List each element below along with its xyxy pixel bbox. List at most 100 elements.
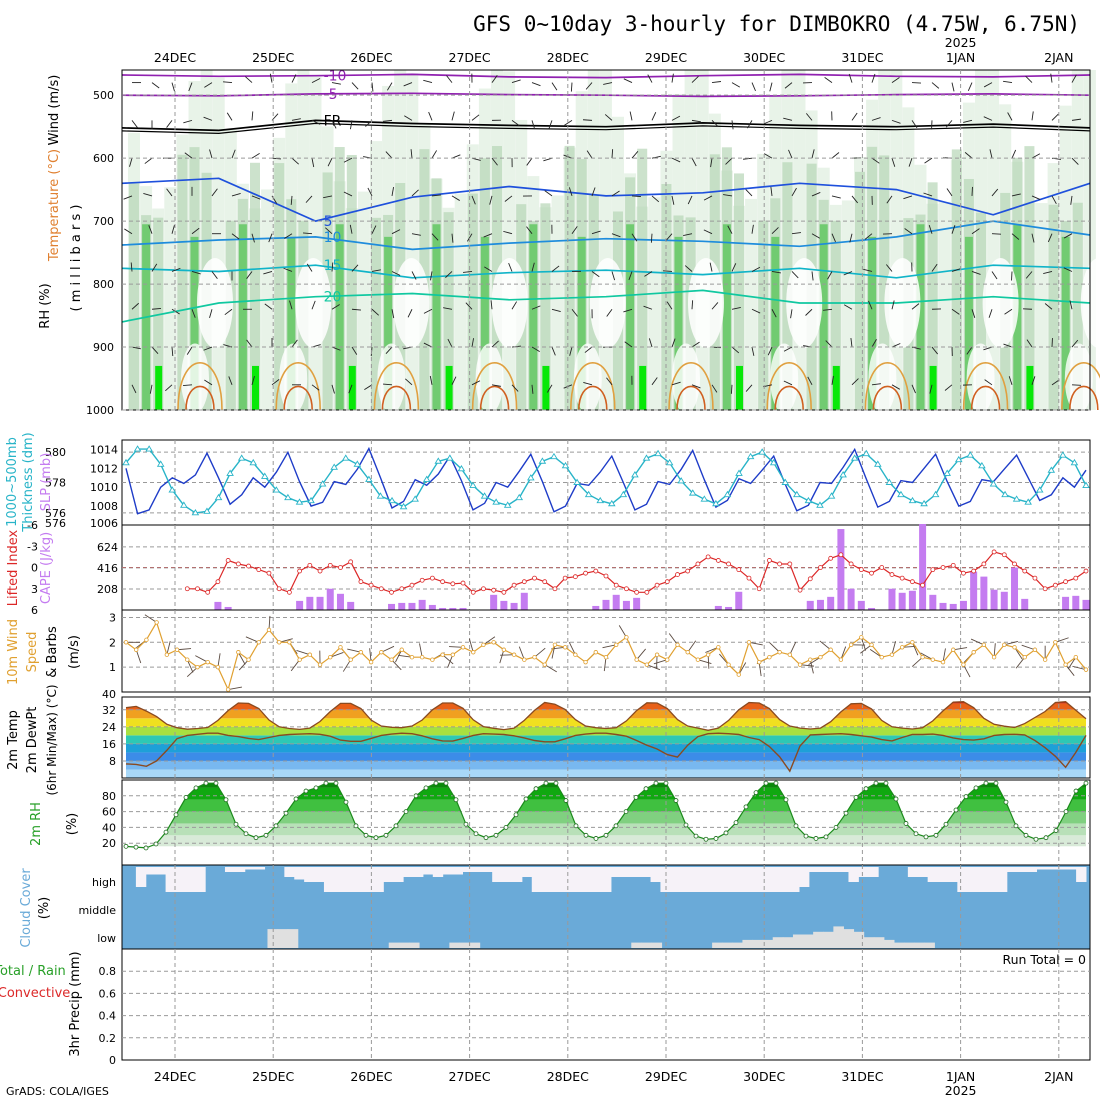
wind-barb <box>166 188 173 197</box>
rh-band <box>929 365 937 410</box>
lifted-index-point <box>603 573 609 579</box>
tick-label: 0.2 <box>99 1032 117 1045</box>
dry-pocket <box>672 343 700 414</box>
lifted-index-point <box>818 565 823 570</box>
cloud-high-gap <box>482 867 493 872</box>
wind-barb <box>311 158 315 168</box>
wind-barb <box>1071 118 1081 121</box>
wind-barb <box>131 302 139 310</box>
lifted-index-point <box>583 570 588 576</box>
thickness-point <box>492 498 500 505</box>
wind-barb <box>864 233 873 240</box>
rh-point <box>843 810 849 816</box>
thickness-point <box>469 481 477 488</box>
thickness-point <box>885 478 894 485</box>
wind-barb <box>851 112 858 121</box>
wind-barb <box>331 346 341 351</box>
cloud-high-gap <box>868 867 879 877</box>
wind-speed-point <box>256 640 261 645</box>
wind-barb <box>848 73 853 83</box>
cloud-high-gap <box>145 867 157 875</box>
wind-barb <box>1008 376 1013 385</box>
lifted-index-point <box>899 575 905 581</box>
wind-barb <box>671 381 681 386</box>
wind-barb <box>451 195 460 201</box>
thickness-point <box>654 449 662 457</box>
date-label-bottom: 2JAN <box>1044 1069 1073 1084</box>
temperature-contour-30 <box>1069 385 1099 411</box>
wind-barb <box>691 341 700 348</box>
wind-barb <box>703 229 713 235</box>
rh-point <box>803 833 809 839</box>
wind-barb <box>391 309 395 319</box>
thickness-point <box>341 454 350 461</box>
wind-barb-10m <box>707 654 710 669</box>
thickness-point <box>642 454 651 461</box>
cloud-high-gap <box>373 867 384 892</box>
lifted-index-point <box>705 554 711 560</box>
cloud-low-bar <box>853 931 865 948</box>
lifted-index-point <box>756 586 762 592</box>
tick-label: 3 <box>31 583 38 596</box>
wind-barb <box>431 233 439 241</box>
wind-speed-point <box>1002 642 1007 647</box>
wind-barb <box>723 194 733 197</box>
rh-point <box>1073 788 1079 794</box>
wind-barb <box>166 120 173 128</box>
rh-band <box>212 77 225 411</box>
cape-bar <box>939 602 947 610</box>
cloud-high-gap <box>304 867 315 882</box>
wind-barb <box>951 268 961 272</box>
rh-band <box>540 203 551 410</box>
date-label-top: 1JAN <box>946 50 975 65</box>
rh-point <box>973 785 979 791</box>
wind-barb <box>871 339 877 348</box>
wind-speed-point <box>246 657 251 662</box>
tick-label: 600 <box>93 152 114 165</box>
cloud-high-gap <box>571 867 582 892</box>
wind-speed-point <box>971 650 976 655</box>
thickness-point <box>307 496 315 504</box>
tick-label: 20 <box>102 837 116 850</box>
wind-barb <box>931 263 938 272</box>
wind-barb <box>251 195 261 200</box>
wind-barb <box>351 346 358 355</box>
rh-point <box>293 796 299 802</box>
thickness-point <box>758 448 766 455</box>
wind-barb <box>929 384 933 394</box>
wind-barb-10m <box>653 659 668 665</box>
wind-speed-point <box>491 640 496 645</box>
wind-barb <box>891 384 901 390</box>
cloud-high-gap <box>472 867 483 872</box>
wind-barb <box>403 82 413 87</box>
wind-barb <box>783 380 793 386</box>
wind-barb <box>709 262 713 272</box>
wind-barb <box>788 149 793 159</box>
wind-barb <box>465 302 473 310</box>
rh-point <box>873 780 879 786</box>
lifted-index-point <box>1022 568 1028 574</box>
rh-fill-band <box>126 811 1086 824</box>
lifted-index-point <box>450 581 456 587</box>
wind-speed-point <box>266 627 272 633</box>
wind-speed-point <box>1022 655 1027 660</box>
wind-barb <box>1050 73 1053 83</box>
thickness-point <box>723 490 732 498</box>
cloud-high-gap <box>610 867 622 877</box>
cloud-high-gap <box>987 867 998 892</box>
tick-label: 40 <box>102 688 116 701</box>
tick-label: 1014 <box>90 443 118 456</box>
rh-point <box>563 798 569 803</box>
thickness-point <box>804 496 813 504</box>
cloud-high-gap <box>996 867 1008 892</box>
wind-barb-10m <box>646 664 661 671</box>
rh-point <box>913 831 919 837</box>
wind-barb <box>386 82 393 91</box>
wind-barb <box>611 271 616 281</box>
tick-label: 578 <box>45 477 66 490</box>
wind-barb-10m <box>920 652 934 661</box>
wind-barb <box>584 346 593 353</box>
wind-barb <box>348 384 353 394</box>
wind-barb <box>382 383 393 386</box>
wind-barb <box>851 195 859 204</box>
